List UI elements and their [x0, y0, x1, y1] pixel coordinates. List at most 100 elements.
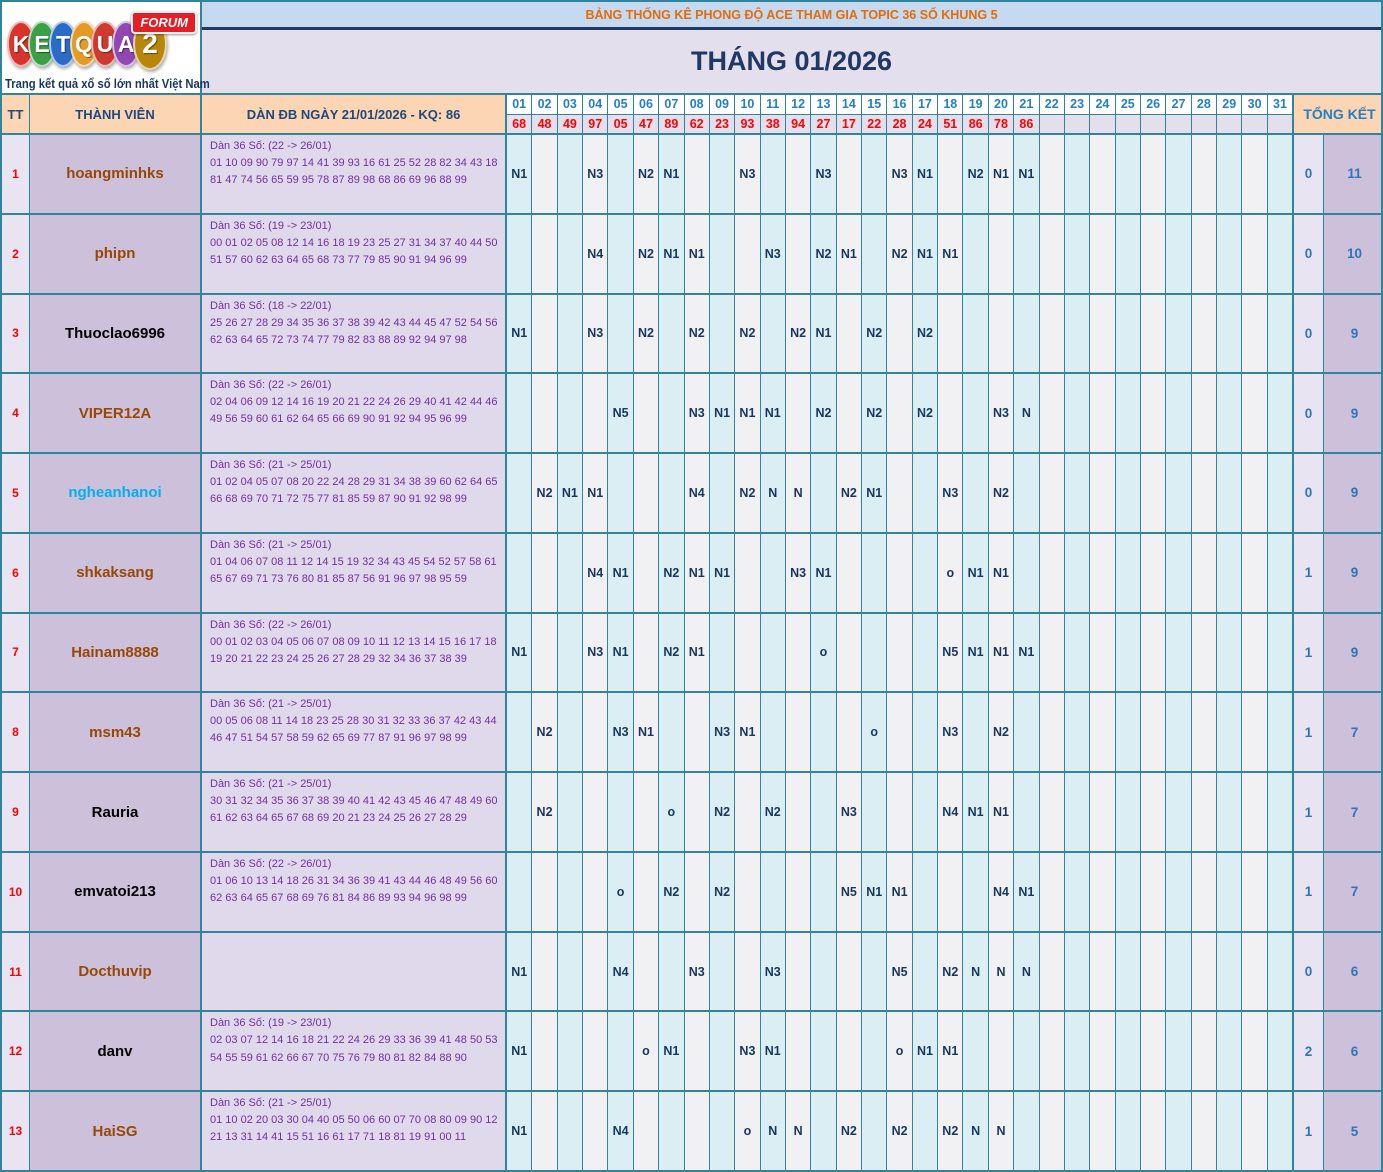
- member-name: HaiSG: [30, 1092, 202, 1170]
- dan-cell: Dàn 36 Số: (21 -> 25/01) 00 05 06 08 11 1…: [202, 693, 507, 772]
- day-cell: N3: [684, 932, 710, 1011]
- day-cell: [557, 214, 584, 293]
- day-cell: [811, 1012, 837, 1091]
- day-cell: [557, 693, 584, 772]
- day-cell: [1191, 613, 1218, 692]
- header-days: 01 02 03 04 05 06 07 08 09 10 11 12 13 14 15 16 17 18 19 20…: [507, 95, 1294, 133]
- day-cell: [1166, 294, 1192, 373]
- day-cell: [811, 852, 837, 931]
- day-cell: [1115, 852, 1141, 931]
- dan-title: Dàn 36 Số: (21 -> 25/01): [210, 459, 332, 472]
- day-cell: [1064, 1012, 1091, 1091]
- day-cell: [1217, 932, 1243, 1011]
- day-cell: N1: [684, 214, 710, 293]
- day-cell: [1014, 773, 1040, 851]
- day-cell: N2: [836, 1092, 863, 1170]
- day-cell: N3: [760, 214, 786, 293]
- day-cell: N2: [709, 773, 736, 851]
- day-cell: [633, 533, 660, 612]
- day-cell: [1191, 773, 1218, 851]
- day-cell: [684, 135, 710, 213]
- top-right: BẢNG THỐNG KÊ PHONG ĐỘ ACE THAM GIA TOPI…: [202, 2, 1381, 93]
- day-cell: o: [633, 1012, 660, 1091]
- day-cell: N1: [912, 135, 939, 213]
- day-cell: [1217, 852, 1243, 931]
- day-cell: [912, 1092, 939, 1170]
- day-cell: N1: [735, 693, 761, 772]
- day-cell: N4: [608, 1092, 634, 1170]
- day-cell: [963, 374, 989, 453]
- result-cell: 94: [786, 114, 812, 133]
- day-cells: N1 N4 o N N N2 N2 N2 N N: [507, 1092, 1294, 1170]
- total-score: 9: [1324, 374, 1381, 453]
- day-cell: N1: [659, 135, 685, 213]
- day-header-cell: 06: [634, 95, 660, 114]
- day-cell: [1115, 454, 1141, 532]
- table-row: 12 danv Dàn 36 Số: (19 -> 23/01) 02 03 07 1…: [2, 1010, 1381, 1091]
- total-miss: 1: [1294, 693, 1324, 772]
- result-cell: [1116, 114, 1141, 133]
- day-cell: [1039, 613, 1065, 692]
- day-cell: [836, 533, 863, 612]
- day-header-cell: 16: [887, 95, 913, 114]
- day-cell: [862, 1092, 888, 1170]
- day-cell: N3: [709, 693, 736, 772]
- day-cell: N5: [887, 932, 913, 1011]
- table-row: 9 Rauria Dàn 36 Số: (21 -> 25/01) 30 31 32 …: [2, 771, 1381, 851]
- dan-cell: Dàn 36 Số: (21 -> 25/01) 01 04 06 07 08 1…: [202, 533, 507, 612]
- banner-title: BẢNG THỐNG KÊ PHONG ĐỘ ACE THAM GIA TOPI…: [202, 2, 1381, 30]
- dan-numbers: 02 04 06 09 12 14 16 19 20 21 22 24 26 2…: [210, 396, 498, 426]
- day-cell: [608, 214, 634, 293]
- member-name: msm43: [30, 693, 202, 772]
- day-cell: [1191, 1092, 1218, 1170]
- table-row: 3 Thuoclao6996 Dàn 36 Số: (18 -> 22/01) 25 …: [2, 292, 1381, 373]
- day-cell: N1: [1014, 613, 1040, 692]
- table-row: 10 emvatoi213 Dàn 36 Số: (22 -> 26/01) 01 0…: [2, 850, 1381, 931]
- day-cell: N1: [811, 294, 837, 373]
- row-number: 2: [2, 214, 30, 293]
- day-cells: N2 N3 N1 N3 N1 o N3 N2: [507, 693, 1294, 772]
- day-cell: N1: [912, 1012, 939, 1091]
- day-cell: N3: [785, 533, 812, 612]
- day-cell: [608, 135, 634, 213]
- day-cell: [684, 852, 710, 931]
- dan-title: Dàn 36 Số: (19 -> 23/01): [210, 219, 332, 232]
- day-cell: [507, 374, 533, 453]
- day-cells: N4 N2 N1 N1 N3 N2 N1 N2 N1 N1: [507, 214, 1294, 293]
- day-cell: [583, 852, 609, 931]
- day-cell: N2: [659, 852, 685, 931]
- day-cell: N: [1014, 932, 1040, 1011]
- month-title: THÁNG 01/2026: [202, 30, 1381, 93]
- total-miss: 0: [1294, 214, 1324, 293]
- day-cell: N1: [988, 773, 1015, 851]
- day-header-cell: 21: [1014, 95, 1040, 114]
- day-cell: N2: [532, 773, 558, 851]
- day-cell: [1140, 1092, 1167, 1170]
- day-cells: N1 N3 N1 N2 N1 o N5 N1 N1 N1: [507, 613, 1294, 692]
- day-cell: [811, 1092, 837, 1170]
- table-row: 5 ngheanhanoi Dàn 36 Số: (21 -> 25/01) 01 0…: [2, 452, 1381, 532]
- day-cell: [1217, 294, 1243, 373]
- day-cell: [532, 374, 558, 453]
- day-cell: N2: [988, 454, 1015, 532]
- day-cell: [988, 1012, 1015, 1091]
- day-cell: [1115, 135, 1141, 213]
- day-cell: N3: [811, 135, 837, 213]
- day-cell: [1014, 1012, 1040, 1091]
- day-cell: [1115, 613, 1141, 692]
- day-cell: N2: [532, 454, 558, 532]
- result-cell: 28: [887, 114, 913, 133]
- day-cell: N2: [811, 214, 837, 293]
- result-cell: [1090, 114, 1116, 133]
- total-score: 9: [1324, 533, 1381, 612]
- day-cell: o: [887, 1012, 913, 1091]
- result-cell: [1065, 114, 1091, 133]
- day-cell: [1191, 294, 1218, 373]
- day-cell: [1267, 1012, 1293, 1091]
- day-cell: [1140, 773, 1167, 851]
- day-cell: [709, 294, 736, 373]
- day-cell: [836, 932, 863, 1011]
- day-cell: [760, 533, 786, 612]
